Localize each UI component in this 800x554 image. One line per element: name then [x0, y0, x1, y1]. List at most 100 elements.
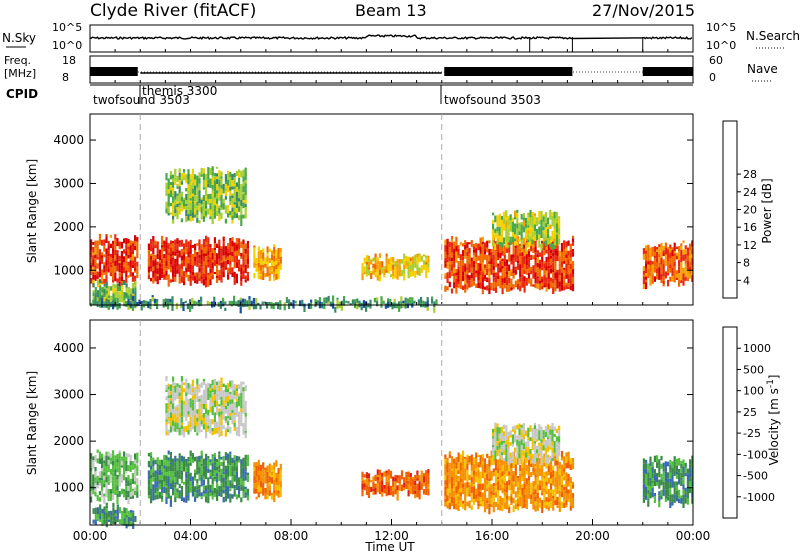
- range-cell: [479, 484, 482, 490]
- range-cell: [200, 424, 203, 427]
- range-cell: [231, 240, 234, 247]
- range-cell: [114, 291, 117, 297]
- range-cell: [642, 473, 645, 477]
- range-cell: [552, 473, 555, 477]
- range-cell: [414, 474, 417, 479]
- range-cell: [103, 480, 106, 484]
- range-cell: [185, 462, 188, 467]
- range-cell: [152, 277, 155, 284]
- range-cell: [511, 460, 514, 464]
- range-cell: [372, 476, 375, 482]
- range-cell: [492, 461, 495, 465]
- range-cell: [556, 496, 559, 499]
- range-cell: [191, 297, 194, 304]
- range-cell: [678, 469, 681, 473]
- range-cell: [669, 462, 672, 465]
- range-cell: [174, 174, 177, 178]
- range-cell: [527, 472, 531, 476]
- range-cell: [189, 195, 192, 198]
- range-cell: [161, 268, 164, 272]
- range-cell: [213, 237, 216, 244]
- range-cell: [691, 254, 694, 259]
- range-cell: [167, 255, 170, 262]
- range-cell: [156, 463, 159, 468]
- range-cell: [464, 284, 467, 289]
- range-cell: [558, 462, 561, 469]
- range-cell: [129, 257, 132, 261]
- range-cell: [273, 462, 276, 466]
- range-cell: [494, 275, 498, 283]
- range-cell: [176, 458, 179, 461]
- range-cell: [233, 246, 236, 252]
- range-cell: [470, 486, 473, 494]
- range-cell: [213, 428, 216, 435]
- range-cell: [516, 478, 520, 483]
- range-cell: [450, 476, 454, 483]
- range-cell: [503, 459, 506, 465]
- noise-trace: [89, 34, 693, 52]
- range-cell: [273, 244, 276, 247]
- range-cell: [123, 249, 126, 254]
- range-cell: [536, 250, 539, 255]
- range-cell: [178, 466, 181, 470]
- range-cell: [545, 282, 548, 288]
- range-cell: [198, 492, 201, 497]
- range-cell: [123, 265, 126, 268]
- range-cell: [536, 453, 539, 459]
- range-cell: [150, 239, 153, 245]
- range-cell: [391, 302, 394, 310]
- range-cell: [416, 485, 419, 491]
- range-cell: [233, 420, 236, 423]
- range-cell: [534, 277, 537, 284]
- range-cell: [569, 249, 572, 253]
- range-cell: [488, 490, 491, 497]
- range-cell: [567, 473, 570, 478]
- range-cell: [479, 246, 482, 254]
- range-cell: [211, 217, 214, 225]
- range-cell: [494, 437, 497, 444]
- range-cell: [499, 265, 502, 268]
- range-cell: [216, 428, 219, 434]
- range-cell: [205, 488, 208, 492]
- range-cell: [129, 271, 132, 277]
- range-cell: [541, 257, 544, 262]
- range-cell: [553, 441, 556, 444]
- range-cell: [658, 471, 661, 476]
- range-cell: [556, 484, 559, 490]
- range-cell: [416, 253, 419, 258]
- range-cell: [275, 482, 278, 486]
- range-cell: [178, 186, 181, 194]
- range-cell: [189, 182, 192, 185]
- range-cell: [233, 262, 236, 269]
- range-cell: [505, 486, 509, 492]
- range-cell: [105, 259, 108, 266]
- range-cell: [503, 449, 506, 455]
- range-cell: [558, 442, 561, 446]
- range-cell: [198, 183, 201, 191]
- range-cell: [198, 250, 201, 255]
- range-cell: [165, 459, 168, 467]
- range-cell: [448, 261, 451, 264]
- range-cell: [178, 474, 181, 479]
- range-cell: [466, 463, 469, 470]
- range-cell: [532, 243, 535, 248]
- range-cell: [422, 254, 426, 257]
- range-cell: [167, 409, 170, 412]
- range-cell: [545, 249, 548, 254]
- range-cell: [472, 486, 476, 493]
- range-cell: [508, 286, 511, 292]
- range-cell: [172, 276, 175, 280]
- range-cell: [240, 274, 243, 277]
- range-cell: [664, 498, 667, 502]
- range-cell: [101, 239, 104, 246]
- range-cell: [172, 174, 175, 179]
- range-cell: [554, 471, 557, 478]
- range-cell: [538, 210, 541, 217]
- range-cell: [394, 481, 397, 487]
- range-cell: [136, 261, 139, 267]
- range-cell: [134, 245, 137, 251]
- range-cell: [103, 515, 106, 520]
- range-cell: [492, 281, 495, 289]
- range-cell: [248, 296, 251, 300]
- range-cell: [96, 481, 99, 485]
